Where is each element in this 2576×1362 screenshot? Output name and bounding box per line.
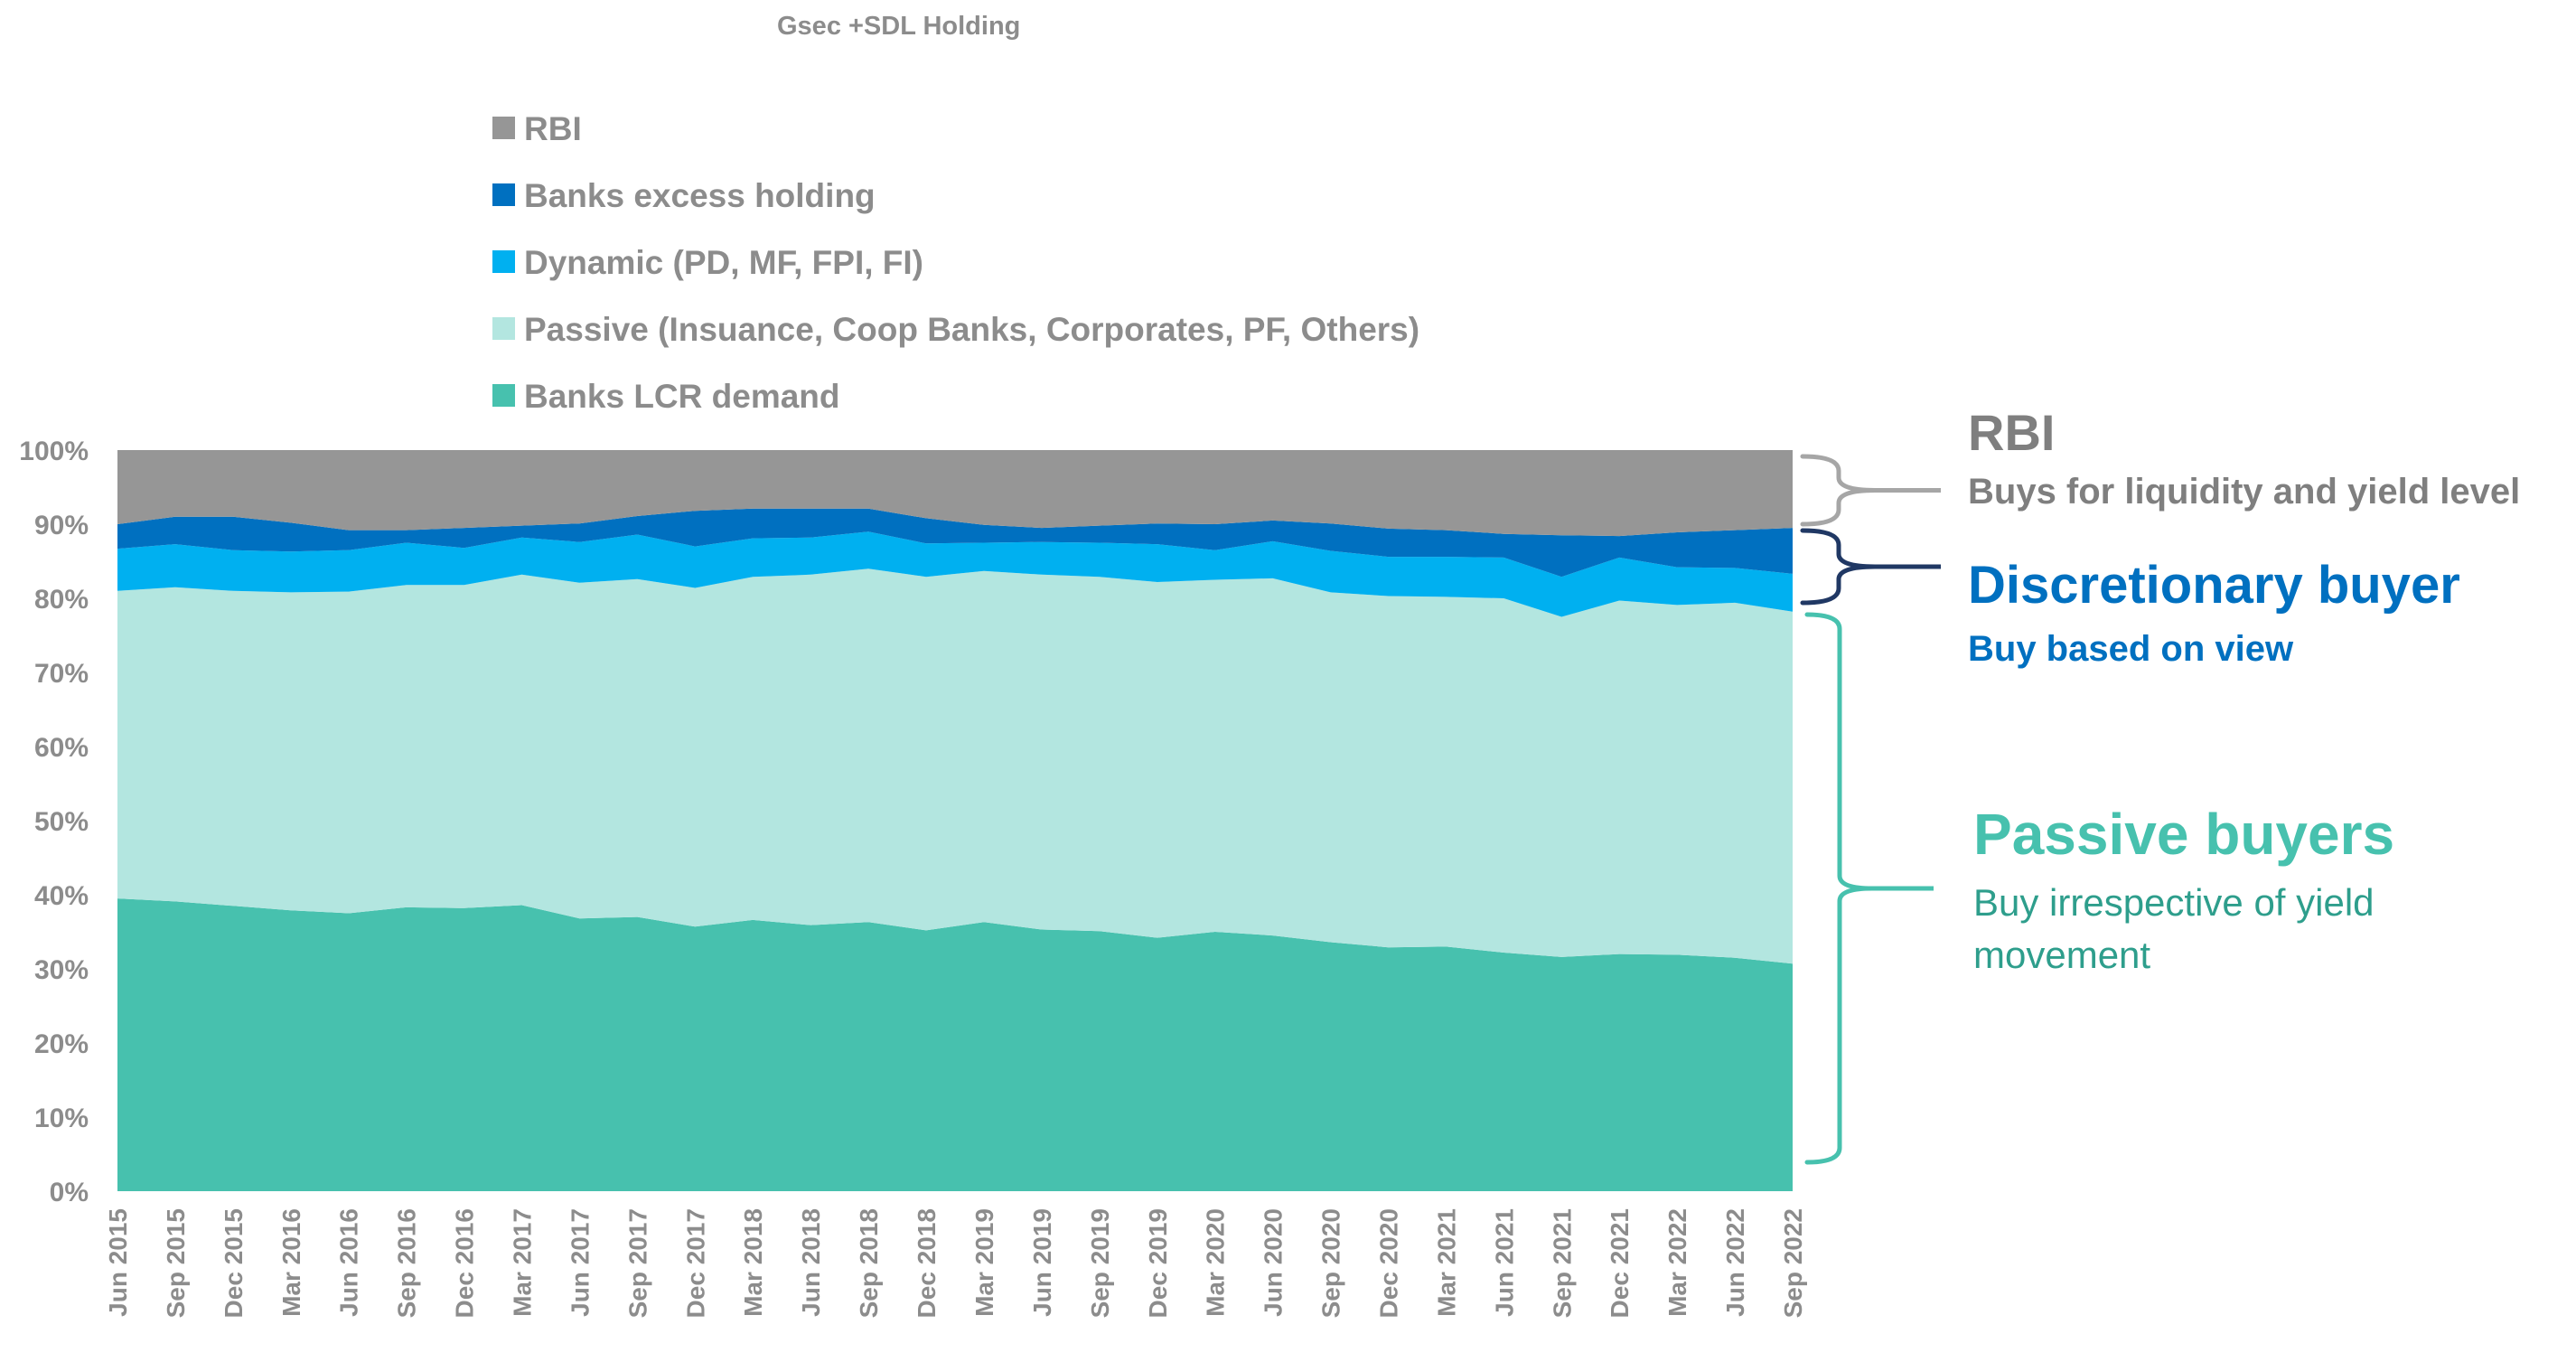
x-tick-label: Sep 2017 bbox=[623, 1208, 651, 1318]
y-tick-label: 90% bbox=[34, 511, 89, 540]
area-passive-insuance-coop-banks-corporates-pf-others bbox=[117, 568, 1793, 964]
legend-swatch bbox=[492, 183, 515, 206]
y-tick-label: 30% bbox=[34, 955, 89, 985]
x-tick-label: Mar 2020 bbox=[1202, 1208, 1230, 1317]
passive-brace bbox=[1804, 612, 1875, 1165]
legend-swatch bbox=[492, 250, 515, 273]
legend-label: Dynamic (PD, MF, FPI, FI) bbox=[524, 244, 923, 281]
x-tick-label: Sep 2020 bbox=[1317, 1208, 1345, 1318]
x-tick-label: Mar 2018 bbox=[739, 1208, 767, 1317]
legend: RBI Banks excess holding Dynamic (PD, MF, … bbox=[492, 110, 1419, 415]
legend-label: Banks LCR demand bbox=[524, 378, 840, 415]
x-tick-label: Dec 2021 bbox=[1606, 1208, 1634, 1318]
x-tick-label: Dec 2018 bbox=[913, 1208, 941, 1318]
legend-label: Passive (Insuance, Coop Banks, Corporate… bbox=[524, 311, 1419, 348]
rbi-annotation-subtitle: Buys for liquidity and yield level bbox=[1968, 472, 2521, 512]
x-tick-label: Jun 2021 bbox=[1490, 1208, 1518, 1317]
y-tick-label: 10% bbox=[34, 1104, 89, 1133]
discretionary-brace bbox=[1800, 528, 1878, 606]
x-tick-label: Dec 2019 bbox=[1144, 1208, 1172, 1318]
x-tick-label: Jun 2016 bbox=[335, 1208, 363, 1317]
x-tick-label: Dec 2017 bbox=[681, 1208, 709, 1318]
legend-swatch bbox=[492, 317, 515, 340]
x-tick-label: Mar 2016 bbox=[277, 1208, 305, 1317]
area-series bbox=[117, 450, 1793, 1191]
x-axis: Jun 2015 Sep 2015 Dec 2015 Mar 2016 Jun 2016… bbox=[104, 1208, 1807, 1318]
x-tick-label: Jun 2022 bbox=[1721, 1208, 1749, 1317]
x-tick-label: Jun 2017 bbox=[566, 1208, 594, 1317]
x-tick-label: Sep 2022 bbox=[1779, 1208, 1807, 1318]
y-tick-label: 60% bbox=[34, 733, 89, 763]
chart-title: Gsec +SDL Holding bbox=[777, 12, 1020, 41]
x-tick-label: Dec 2016 bbox=[451, 1208, 479, 1318]
area-banks-excess-holding bbox=[117, 508, 1793, 578]
discretionary-annotation-title: Discretionary buyer bbox=[1968, 556, 2460, 615]
area-rbi bbox=[117, 450, 1793, 537]
x-tick-label: Sep 2016 bbox=[393, 1208, 421, 1318]
rbi-brace bbox=[1800, 454, 1878, 527]
x-tick-label: Jun 2018 bbox=[797, 1208, 825, 1317]
y-tick-label: 100% bbox=[19, 437, 89, 466]
x-tick-label: Sep 2018 bbox=[855, 1208, 883, 1318]
x-tick-label: Mar 2022 bbox=[1663, 1208, 1691, 1317]
y-tick-label: 80% bbox=[34, 585, 89, 615]
x-tick-label: Jun 2019 bbox=[1028, 1208, 1056, 1317]
x-tick-label: Dec 2020 bbox=[1374, 1208, 1402, 1318]
x-tick-label: Mar 2021 bbox=[1432, 1208, 1460, 1317]
legend-swatch bbox=[492, 117, 515, 139]
y-tick-label: 70% bbox=[34, 659, 89, 689]
passive-annotation-title: Passive buyers bbox=[1973, 802, 2395, 867]
legend-swatch bbox=[492, 384, 515, 407]
rbi-annotation-title: RBI bbox=[1968, 404, 2056, 461]
x-tick-label: Jun 2015 bbox=[104, 1208, 132, 1317]
annotation-braces bbox=[1800, 454, 1941, 1165]
x-tick-label: Dec 2015 bbox=[220, 1208, 248, 1318]
y-tick-label: 50% bbox=[34, 807, 89, 837]
legend-label: Banks excess holding bbox=[524, 177, 876, 214]
discretionary-annotation-subtitle: Buy based on view bbox=[1968, 629, 2294, 669]
x-tick-label: Mar 2019 bbox=[970, 1208, 998, 1317]
passive-annotation-subtitle-line2: movement bbox=[1973, 934, 2151, 976]
area-dynamic-pd-mf-fpi-fi bbox=[117, 531, 1793, 617]
y-tick-label: 20% bbox=[34, 1029, 89, 1059]
x-tick-label: Mar 2017 bbox=[509, 1208, 537, 1317]
x-tick-label: Sep 2015 bbox=[162, 1208, 190, 1318]
y-axis: 0% 10% 20% 30% 40% 50% 60% 70% 80% 90% 100% bbox=[19, 437, 89, 1207]
x-tick-label: Sep 2021 bbox=[1548, 1208, 1576, 1318]
x-tick-label: Sep 2019 bbox=[1086, 1208, 1114, 1318]
passive-annotation-subtitle-line1: Buy irrespective of yield bbox=[1973, 881, 2375, 924]
area-banks-lcr-demand bbox=[117, 898, 1793, 1191]
y-tick-label: 0% bbox=[50, 1178, 89, 1207]
legend-label: RBI bbox=[524, 110, 582, 147]
y-tick-label: 40% bbox=[34, 881, 89, 911]
x-tick-label: Jun 2020 bbox=[1260, 1208, 1288, 1317]
